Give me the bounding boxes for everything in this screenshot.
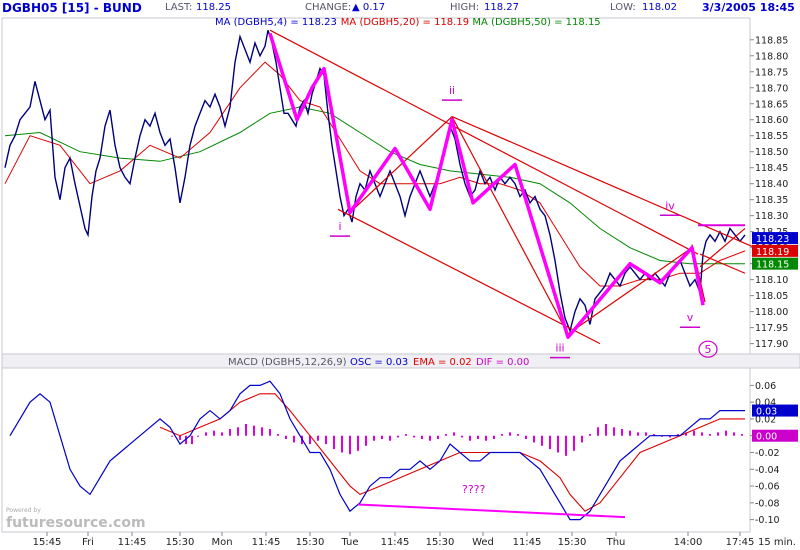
price-last-tag-label-2: 118.15 — [756, 260, 789, 271]
xtick-label-5: 11:45 — [252, 537, 281, 548]
wave-label-4: v — [687, 311, 694, 324]
macd-ytick-label-6: -0.06 — [755, 482, 780, 493]
macd-last-tag-label-1: 0.00 — [756, 432, 777, 443]
price-ytick-label-8: 118.45 — [755, 163, 788, 174]
macd-last-tag-0 — [752, 404, 798, 417]
xtick-label-6: 15:30 — [296, 537, 325, 548]
macd-ytick-label-2: 0.02 — [755, 414, 776, 425]
channel-line-3 — [349, 116, 453, 213]
price-ytick-label-6: 118.55 — [755, 131, 788, 142]
channel-line-1 — [337, 208, 601, 345]
price-last-tag-1 — [752, 244, 798, 257]
price-ytick-label-11: 118.30 — [755, 211, 788, 222]
xtick-label-14: 14:00 — [674, 537, 703, 548]
macd-legend-0: MACD (DGBH5,12,26,9) — [228, 357, 347, 368]
price-ytick-label-4: 118.65 — [755, 99, 788, 110]
price-ytick-label-2: 118.75 — [755, 67, 788, 78]
macd-legend-2: EMA = 0.02 — [413, 357, 472, 368]
elliott-wave-path — [268, 32, 705, 339]
ma20-line — [4, 61, 746, 287]
price-ytick-label-10: 118.35 — [755, 195, 788, 206]
xtick-label-4: Mon — [211, 537, 232, 548]
macd-ytick-label-1: 0.04 — [755, 398, 776, 409]
price-ytick-label-15: 118.10 — [755, 275, 788, 286]
watermark-small: Powered by — [6, 507, 41, 514]
symbol-title: DGBH05 [15] - BUND — [2, 1, 142, 15]
macd-divergence-line — [357, 503, 626, 519]
macd-legend-3: DIF = 0.00 — [476, 357, 529, 368]
macd-ytick-label-0: 0.06 — [755, 381, 776, 392]
xtick-label-11: 11:45 — [513, 537, 542, 548]
xtick-label-3: 15:30 — [166, 537, 195, 548]
macd-ema-line — [159, 393, 745, 512]
macd-ytick-label-7: -0.08 — [755, 498, 780, 509]
xtick-label-12: 15:30 — [558, 537, 587, 548]
ma50-line — [4, 106, 745, 265]
xtick-label-2: 11:45 — [118, 537, 147, 548]
price-legend-0: MA (DGBH5,4) = 118.23 — [215, 17, 337, 28]
price-last-tag-2 — [752, 257, 798, 270]
last-label: LAST: — [165, 2, 193, 13]
price-last-tag-label-1: 118.19 — [756, 247, 789, 258]
channel-line-4 — [451, 116, 569, 335]
low-value: 118.02 — [642, 2, 677, 13]
price-ytick-label-1: 118.80 — [755, 51, 788, 62]
xtick-label-7: Tue — [340, 537, 358, 548]
wave-label-2: iii — [555, 342, 564, 355]
wave-label-0: i — [338, 220, 341, 233]
macd-question-label: ???? — [462, 483, 486, 496]
macd-legend-1: OSC = 0.03 — [350, 357, 408, 368]
channel-line-0 — [269, 29, 699, 255]
xtick-label-13: Thu — [606, 537, 626, 548]
interval-label: 15 min. — [758, 537, 796, 548]
price-ytick-label-3: 118.70 — [755, 83, 788, 94]
price-line — [4, 29, 746, 334]
macd-ytick-label-4: -0.02 — [755, 448, 780, 459]
channel-line-8 — [699, 253, 746, 274]
price-ytick-label-19: 117.90 — [755, 339, 788, 350]
header-bar: DGBH05 [15] - BUND LAST: 118.25 CHANGE: … — [0, 0, 800, 16]
high-label: HIGH: — [450, 2, 480, 13]
macd-last-tag-1 — [752, 429, 798, 442]
price-ytick-label-0: 118.85 — [755, 35, 788, 46]
xtick-label-9: 15:30 — [426, 537, 455, 548]
price-ytick-label-16: 118.05 — [755, 291, 788, 302]
change-value: ▲ 0.17 — [352, 2, 386, 13]
xtick-label-15: 17:45 — [726, 537, 755, 548]
price-last-tag-label-0: 118.23 — [756, 234, 789, 245]
high-value: 118.27 — [484, 2, 519, 13]
xtick-label-0: 15:45 — [33, 537, 62, 548]
macd-osc-line — [9, 380, 745, 521]
price-legend-2: MA (DGBH5,50) = 118.15 — [472, 17, 600, 28]
change-label: CHANGE: — [305, 2, 352, 13]
price-legend-1: MA (DGBH5,20) = 118.19 — [341, 17, 469, 28]
datetime-readout: 3/3/2005 18:45 — [702, 1, 795, 14]
wave-label-1: ii — [449, 84, 455, 97]
watermark-brand: futuresource.com — [6, 515, 146, 531]
xtick-label-8: 11:45 — [381, 537, 410, 548]
price-ytick-label-7: 118.50 — [755, 147, 788, 158]
wave-label-3: iv — [665, 199, 675, 212]
wave-label-5: 5 — [705, 343, 712, 356]
channel-line-7 — [699, 228, 746, 268]
xtick-label-10: Wed — [472, 537, 494, 548]
last-value: 118.25 — [196, 2, 231, 13]
price-ytick-label-9: 118.40 — [755, 179, 788, 190]
price-ytick-label-5: 118.60 — [755, 115, 788, 126]
macd-last-tag-label-0: 0.03 — [756, 407, 777, 418]
price-ytick-label-17: 118.00 — [755, 307, 788, 318]
macd-ytick-label-8: -0.10 — [755, 515, 780, 526]
price-last-tag-0 — [752, 232, 798, 245]
xtick-label-1: Fri — [82, 537, 94, 548]
wave-circle-5 — [698, 340, 718, 358]
macd-panel-frame — [1, 367, 751, 533]
low-label: LOW: — [610, 2, 636, 13]
macd-ytick-label-5: -0.04 — [755, 465, 780, 476]
channel-line-5 — [567, 247, 693, 335]
price-ytick-label-18: 117.95 — [755, 323, 788, 334]
